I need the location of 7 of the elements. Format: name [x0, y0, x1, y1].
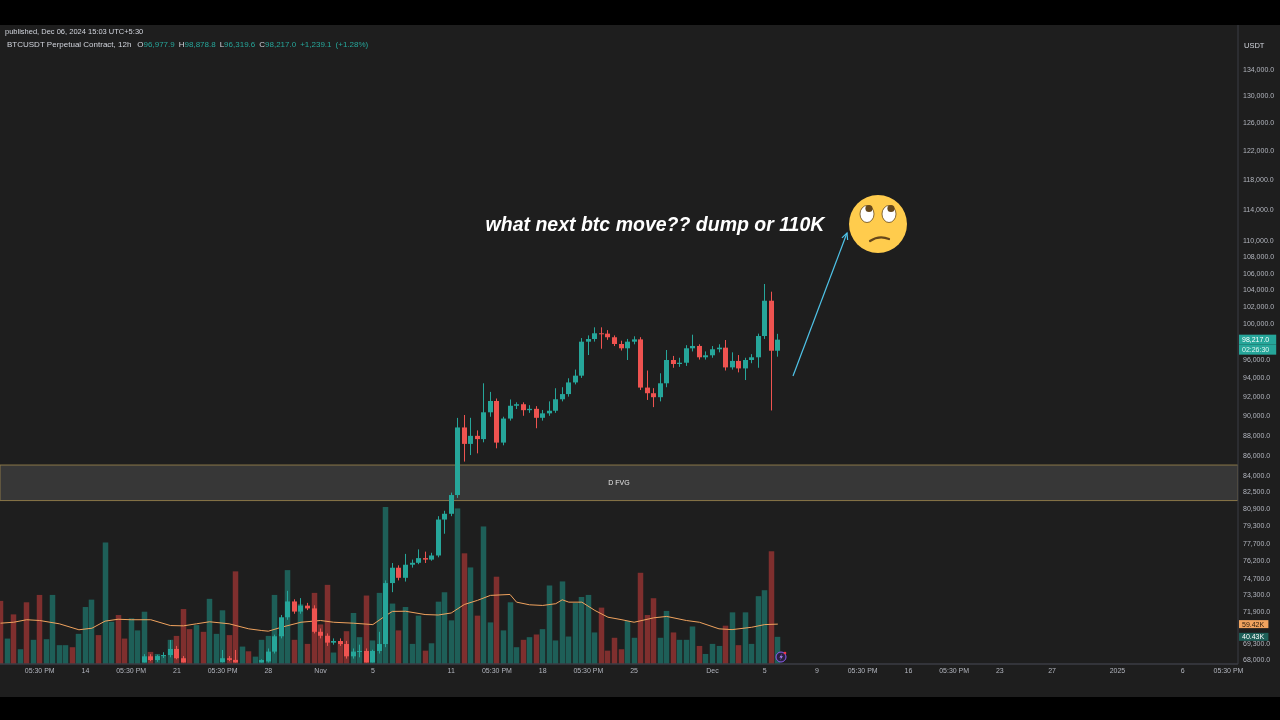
bar	[480, 526, 487, 664]
bar	[533, 634, 540, 664]
text: O96,977.9 H98,878.8 L96,319.6 C98,217.0 +1,239.1 (+1.28%)	[137, 40, 369, 49]
annotation: what next btc move?? dump or 110K	[485, 213, 827, 235]
bar	[768, 551, 775, 664]
text: BTCUSDT Perpetual Contract, 12h	[7, 40, 132, 49]
bar	[487, 622, 494, 664]
